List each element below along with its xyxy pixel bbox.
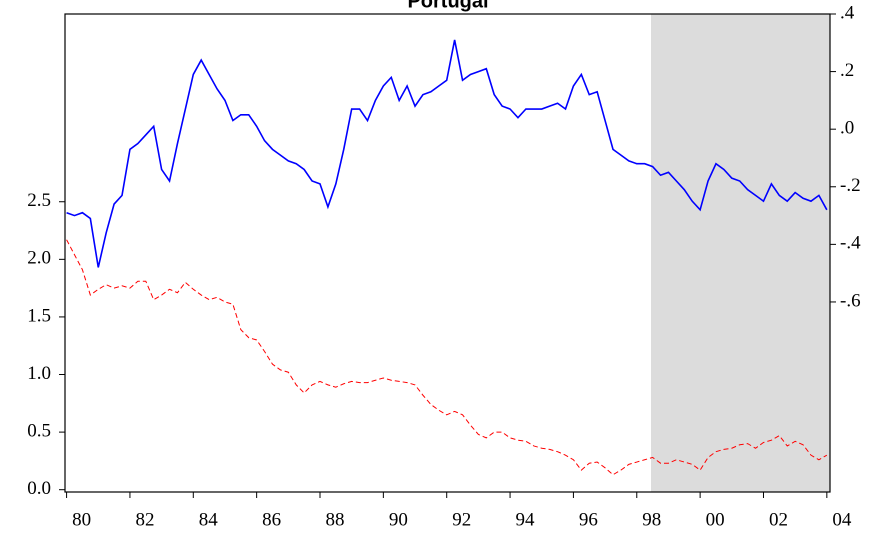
y-tick-label: 2.5 bbox=[27, 190, 51, 211]
x-tick-label: 90 bbox=[389, 509, 408, 530]
x-tick-label: 80 bbox=[72, 509, 91, 530]
y-tick-label: 1.0 bbox=[27, 363, 51, 384]
series-line bbox=[66, 239, 828, 476]
x-tick-label: 96 bbox=[579, 509, 598, 530]
x-tick-label: 92 bbox=[452, 509, 471, 530]
x-tick-label: 04 bbox=[832, 509, 852, 530]
y-tick-label: 2.0 bbox=[27, 248, 51, 269]
y-tick-label: 1.5 bbox=[27, 305, 51, 326]
x-tick-label: 94 bbox=[516, 509, 536, 530]
x-tick-label: 00 bbox=[706, 509, 725, 530]
shaded-region bbox=[651, 14, 830, 492]
x-tick-label: 98 bbox=[642, 509, 661, 530]
x-tick-label: 82 bbox=[135, 509, 154, 530]
y2-tick-label: .0 bbox=[840, 118, 854, 139]
series-line bbox=[66, 39, 828, 268]
plot-frame bbox=[64, 13, 831, 493]
y2-tick-label: -.6 bbox=[840, 290, 861, 311]
y2-tick-label: -.4 bbox=[840, 233, 861, 254]
y-tick-label: 0.5 bbox=[27, 420, 51, 441]
x-tick-label: 88 bbox=[326, 509, 345, 530]
y-tick-label: 0.0 bbox=[27, 478, 51, 499]
x-tick-label: 02 bbox=[769, 509, 788, 530]
x-tick-label: 84 bbox=[199, 509, 219, 530]
chart-title: Portugal bbox=[407, 0, 488, 12]
x-tick-label: 86 bbox=[262, 509, 281, 530]
y2-tick-label: .2 bbox=[840, 60, 854, 81]
y2-tick-label: -.2 bbox=[840, 175, 861, 196]
y2-tick-label: .4 bbox=[840, 2, 855, 23]
